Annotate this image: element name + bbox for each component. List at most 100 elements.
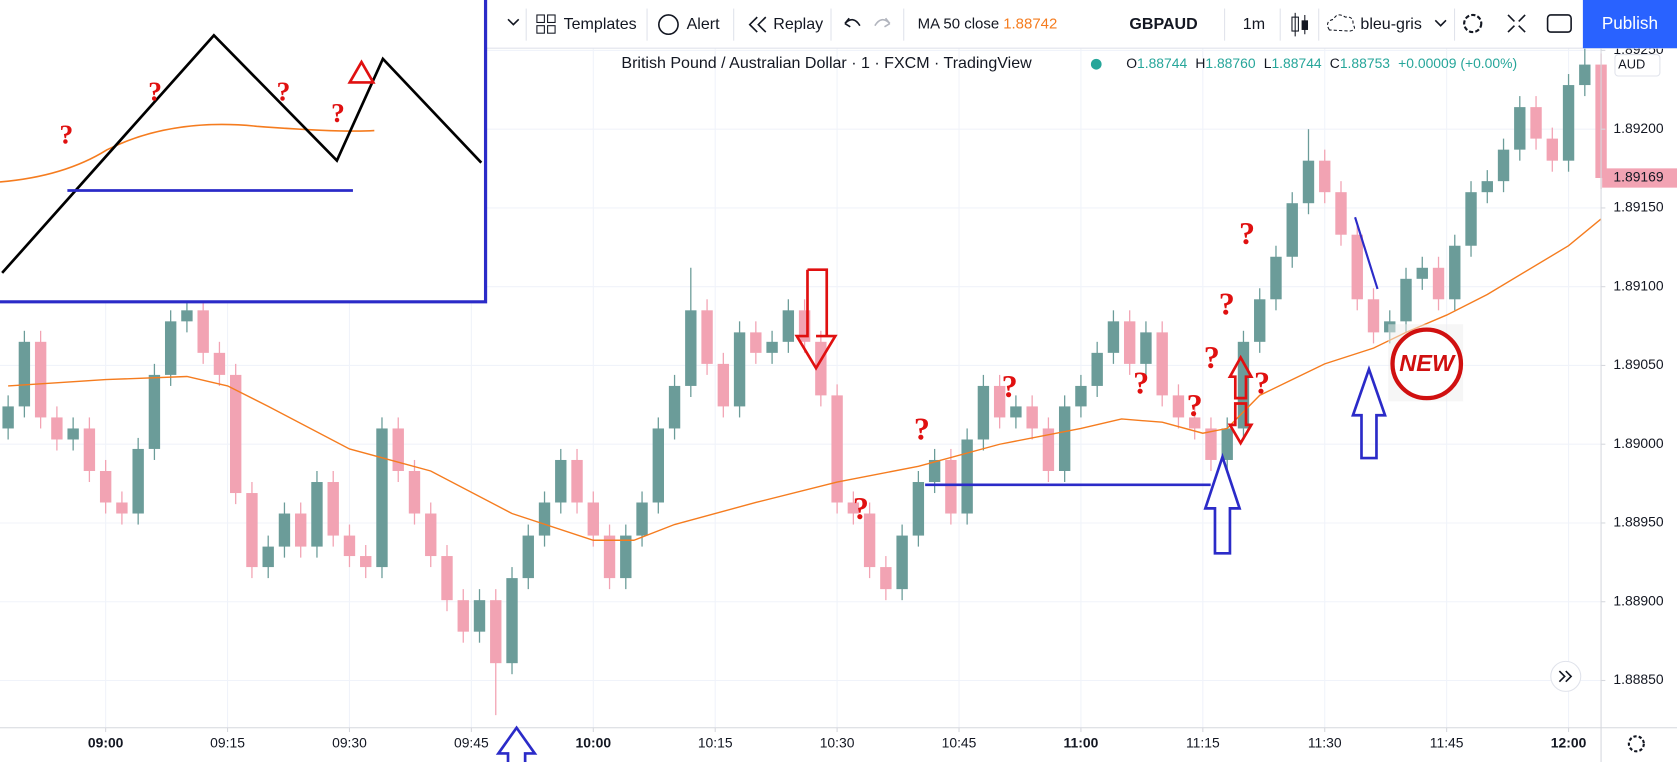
icon bbox=[547, 14, 556, 24]
candle-body bbox=[1497, 149, 1510, 182]
candle-body bbox=[1465, 192, 1477, 246]
x-tick-label: 12:00 bbox=[1551, 734, 1587, 750]
change: +0.00009 (+0.00%) bbox=[1398, 55, 1517, 71]
badge-ring bbox=[1390, 327, 1464, 401]
x-tick-label: 09:30 bbox=[332, 734, 367, 750]
candle-body bbox=[733, 332, 746, 407]
candle-body bbox=[408, 470, 421, 514]
candle-body bbox=[1481, 181, 1493, 193]
templates-button[interactable]: Templates bbox=[536, 14, 637, 34]
candle-body bbox=[1302, 160, 1315, 204]
o-value: 1.88744 bbox=[1137, 55, 1187, 71]
icon bbox=[658, 14, 679, 36]
replay-button[interactable]: Replay bbox=[748, 15, 823, 33]
theme-label[interactable]: bleu-gris bbox=[1360, 15, 1421, 33]
candle-body bbox=[116, 502, 128, 514]
currency-button[interactable] bbox=[1614, 54, 1661, 77]
redo-icon[interactable] bbox=[874, 17, 891, 28]
undo-icon[interactable] bbox=[844, 17, 861, 28]
currency-label[interactable]: AUD bbox=[1618, 57, 1645, 72]
h-key: H bbox=[1195, 55, 1205, 71]
question-mark: ? bbox=[1239, 215, 1255, 251]
drawings bbox=[495, 216, 1387, 762]
candle-body bbox=[1400, 278, 1412, 322]
inset-triangle bbox=[347, 59, 376, 84]
x-tick-label: 10:00 bbox=[576, 734, 612, 750]
alert-button[interactable]: Alert bbox=[658, 14, 720, 36]
y-tick-label: 1.88900 bbox=[1613, 592, 1663, 608]
candle-body bbox=[1286, 203, 1298, 257]
candle-body bbox=[1562, 85, 1575, 161]
publish-button[interactable] bbox=[1582, 0, 1677, 49]
x-tick-label: 09:00 bbox=[88, 734, 124, 750]
symbol[interactable]: GBPAUD bbox=[1129, 15, 1197, 33]
down-arrow bbox=[794, 268, 838, 371]
candle-body bbox=[652, 428, 664, 503]
layout-button[interactable]: bleu-gris bbox=[1326, 14, 1447, 33]
candle-body bbox=[506, 578, 518, 664]
c-value: 1.88753 bbox=[1340, 55, 1390, 71]
candle-body bbox=[132, 448, 144, 514]
candle-body bbox=[1189, 417, 1201, 429]
candle-body bbox=[701, 310, 713, 364]
candle-body bbox=[392, 428, 404, 471]
badge-text: NEW bbox=[1399, 350, 1456, 376]
axis-settings[interactable] bbox=[1627, 735, 1645, 753]
candle-body bbox=[993, 385, 1006, 418]
candle-body bbox=[1351, 234, 1363, 300]
x-tick-label: 11:15 bbox=[1186, 734, 1220, 750]
candle-body bbox=[83, 428, 96, 471]
candle-body bbox=[1140, 332, 1152, 364]
question-mark: ? bbox=[914, 411, 930, 447]
candle-body bbox=[1075, 385, 1087, 407]
x-tick-label: 09:15 bbox=[210, 734, 245, 750]
candle-body bbox=[2, 406, 14, 429]
y-tick-label: 1.89000 bbox=[1613, 435, 1663, 451]
publish-label[interactable]: Publish bbox=[1602, 14, 1658, 33]
candle-body bbox=[1123, 321, 1136, 364]
replay-label[interactable]: Replay bbox=[773, 15, 823, 33]
candle-body bbox=[685, 310, 697, 386]
up-arrow bbox=[1351, 365, 1387, 460]
candle-body bbox=[1156, 332, 1168, 396]
candle-body bbox=[1530, 107, 1542, 139]
legend: British Pound / Australian Dollar · 1 · … bbox=[621, 54, 1032, 72]
candle-body bbox=[1058, 406, 1071, 471]
inset-ma bbox=[0, 123, 375, 183]
candle-body bbox=[1335, 192, 1347, 235]
y-tick-label: 1.89200 bbox=[1613, 120, 1663, 136]
candle-body bbox=[197, 310, 209, 353]
candle-body bbox=[538, 502, 551, 536]
templates-label[interactable]: Templates bbox=[564, 15, 637, 33]
chart-style-button[interactable] bbox=[1291, 12, 1309, 37]
candle-body bbox=[360, 556, 372, 568]
interval[interactable]: 1m bbox=[1243, 15, 1265, 33]
candle-body bbox=[441, 556, 453, 601]
x-tick-label: 09:45 bbox=[454, 734, 489, 750]
alert-label[interactable]: Alert bbox=[687, 15, 720, 33]
question-mark: ? bbox=[331, 98, 345, 129]
candle-body bbox=[1026, 406, 1038, 429]
legend-ohlc: O1.88744 H1.88760 L1.88744 C1.88753 +0.0… bbox=[1126, 55, 1517, 71]
c-key: C bbox=[1330, 55, 1340, 71]
ma-label: MA 50 close bbox=[918, 16, 1000, 33]
snapshot-icon[interactable] bbox=[1546, 14, 1572, 33]
candle-body bbox=[912, 482, 925, 536]
status-dot bbox=[1090, 58, 1102, 70]
x-tick-label: 10:45 bbox=[942, 734, 977, 750]
scroll-icon bbox=[1558, 670, 1573, 683]
settings-icon[interactable] bbox=[1463, 13, 1483, 34]
dropdown-icon[interactable] bbox=[507, 18, 520, 26]
candle-body bbox=[603, 535, 616, 579]
fullscreen-icon[interactable] bbox=[1507, 14, 1526, 33]
candle-body bbox=[490, 600, 502, 664]
candle-body bbox=[750, 332, 762, 353]
last-price-box bbox=[1602, 168, 1677, 188]
candle-body bbox=[246, 493, 258, 568]
candle-body bbox=[181, 310, 193, 322]
y-tick-label: 1.89150 bbox=[1613, 199, 1663, 215]
h-value: 1.88760 bbox=[1205, 55, 1255, 71]
dropdown-icon bbox=[1434, 19, 1447, 27]
question-mark: ? bbox=[1002, 368, 1018, 404]
candle-body bbox=[473, 600, 486, 632]
